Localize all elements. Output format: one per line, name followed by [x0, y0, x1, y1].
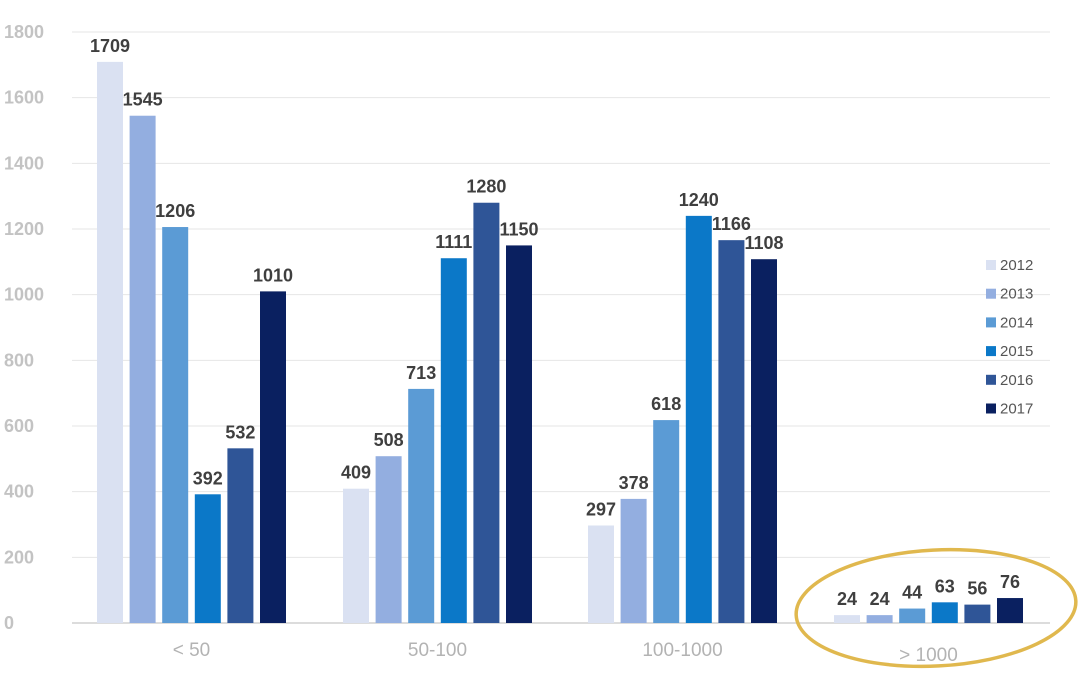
- bar-2013-0: [129, 115, 156, 623]
- y-tick-label: 0: [4, 613, 14, 633]
- y-tick-label: 200: [4, 547, 34, 567]
- data-label: 532: [225, 422, 255, 442]
- bar-2017-1: [506, 245, 532, 623]
- bar-2017-3: [997, 598, 1023, 623]
- data-label: 1206: [155, 201, 195, 221]
- data-label: 508: [374, 430, 404, 450]
- bar-2014-0: [162, 227, 189, 623]
- data-label: 1150: [499, 219, 538, 239]
- data-label: 1545: [123, 90, 163, 110]
- bars: [97, 61, 1023, 623]
- data-label: 713: [406, 363, 436, 383]
- bar-2015-0: [194, 494, 221, 623]
- x-tick-label: > 1000: [899, 645, 958, 666]
- bar-2012-0: [97, 61, 123, 623]
- legend: 2012 2013 2014 2015 2016 2017: [986, 257, 1033, 418]
- bar-2015-2: [685, 215, 712, 623]
- highlight-annotation: [794, 547, 1078, 669]
- legend-label: 2016: [1000, 372, 1033, 389]
- bar-2016-3: [964, 604, 991, 623]
- y-tick-label: 1400: [4, 153, 44, 173]
- data-label: 24: [837, 589, 857, 609]
- data-label: 1010: [253, 265, 293, 285]
- bar-2017-0: [260, 291, 286, 623]
- legend-swatch: [986, 346, 996, 357]
- bar-2016-2: [718, 240, 745, 623]
- y-tick-label: 1200: [4, 219, 44, 239]
- bar-2014-3: [899, 608, 926, 623]
- data-label: 618: [651, 394, 681, 414]
- data-label: 24: [870, 589, 890, 609]
- bar-2015-3: [931, 602, 958, 623]
- bar-2012-1: [343, 488, 369, 623]
- x-tick-label: 100-1000: [642, 640, 722, 661]
- data-label: 63: [935, 576, 955, 596]
- bar-2016-1: [473, 202, 500, 623]
- y-tick-label: 1000: [4, 285, 44, 305]
- data-label: 378: [619, 473, 649, 493]
- legend-swatch: [986, 403, 996, 414]
- legend-label: 2014: [1000, 314, 1033, 331]
- y-tick-label: 800: [4, 350, 34, 370]
- data-label: 392: [193, 468, 223, 488]
- data-label: 1280: [466, 177, 506, 197]
- highlight-ellipse: [794, 547, 1078, 669]
- y-tick-label: 400: [4, 482, 34, 502]
- data-label: 76: [1000, 572, 1020, 592]
- data-label: 1709: [90, 36, 130, 56]
- legend-label: 2013: [1000, 286, 1033, 303]
- legend-swatch: [986, 317, 996, 328]
- x-axis-ticks: < 50 50-100 100-1000 > 1000: [173, 640, 958, 666]
- bar-2014-1: [408, 388, 435, 623]
- data-label: 1166: [712, 214, 751, 234]
- legend-swatch: [986, 260, 996, 270]
- bar-2016-0: [227, 448, 254, 623]
- data-label: 44: [902, 583, 922, 603]
- y-tick-label: 1600: [4, 88, 44, 108]
- bar-2014-2: [653, 420, 680, 623]
- x-tick-label: 50-100: [408, 640, 467, 661]
- data-label: 1240: [679, 190, 719, 210]
- data-label: 297: [586, 499, 616, 519]
- y-tick-label: 1800: [4, 22, 44, 42]
- data-label: 409: [341, 463, 371, 483]
- legend-label: 2012: [1000, 257, 1033, 274]
- bar-2015-1: [440, 258, 467, 623]
- bar-2012-3: [834, 615, 860, 623]
- y-axis-ticks: 0 200 400 600 800 1000 1200 1400 1600 1800: [4, 22, 44, 633]
- legend-swatch: [986, 288, 996, 299]
- y-tick-label: 600: [4, 416, 34, 436]
- bar-2013-1: [375, 456, 402, 623]
- bar-2012-2: [588, 525, 614, 623]
- data-label: 1108: [744, 233, 783, 253]
- legend-swatch: [986, 374, 996, 385]
- data-label: 1111: [435, 232, 472, 252]
- bar-2013-2: [620, 498, 647, 623]
- bar-2013-3: [866, 615, 893, 623]
- legend-label: 2017: [1000, 401, 1033, 418]
- data-label: 56: [967, 579, 987, 599]
- legend-label: 2015: [1000, 343, 1033, 360]
- x-tick-label: < 50: [173, 640, 211, 661]
- bar-2017-2: [751, 259, 777, 623]
